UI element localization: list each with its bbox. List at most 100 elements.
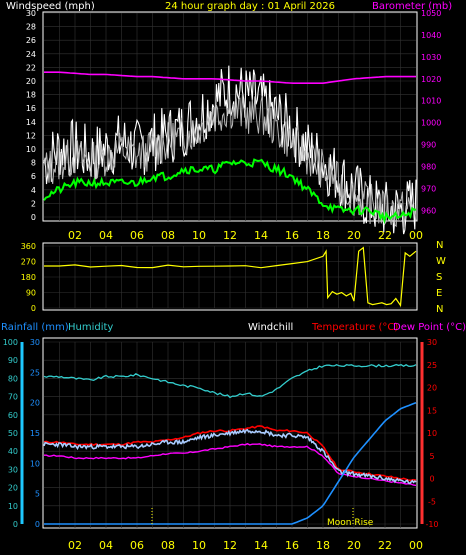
direction-tick-label: 360 xyxy=(21,242,36,251)
time-tick-label: 20 xyxy=(347,539,361,552)
direction-letter-n-top: N xyxy=(436,240,443,251)
barometer-axis-title: Barometer (mb) xyxy=(372,1,452,12)
rainfall-tick-label: 15 xyxy=(30,429,40,438)
wind-direction-line xyxy=(44,246,417,308)
wind-tick-label: 18 xyxy=(26,91,36,100)
time-tick-label: 06 xyxy=(130,539,144,552)
humidity-tick-label: 60 xyxy=(8,411,18,420)
barometer-tick-label: 970 xyxy=(421,184,436,193)
temperature-tick-label: 20 xyxy=(427,384,437,393)
barometer-tick-label: 990 xyxy=(421,141,436,150)
wind-tick-label: 26 xyxy=(26,36,36,45)
chart-title: 24 hour graph day : 01 April 2026 xyxy=(165,1,335,12)
wind-tick-label: 14 xyxy=(26,118,36,127)
humidity-tick-label: 20 xyxy=(8,484,18,493)
temperature-tick-label: 30 xyxy=(427,338,437,347)
time-tick-label: 14 xyxy=(254,229,268,242)
humidity-tick-label: 100 xyxy=(3,338,18,347)
humidity-tick-label: 50 xyxy=(8,429,18,438)
wind-tick-label: 20 xyxy=(26,77,36,86)
direction-tick-label: 270 xyxy=(21,258,36,267)
barometer-tick-label: 1020 xyxy=(421,75,441,84)
rainfall-tick-label: 30 xyxy=(30,338,40,347)
windchill-legend: Windchill xyxy=(248,322,293,333)
wind-tick-label: 4 xyxy=(31,186,36,195)
time-tick-label: 18 xyxy=(316,539,330,552)
humidity-line xyxy=(43,363,417,399)
temperature-line xyxy=(43,425,417,482)
time-tick-label: 04 xyxy=(99,229,113,242)
time-tick-label: 06 xyxy=(130,229,144,242)
humidity-axis-title: Humidity xyxy=(68,322,113,333)
temperature-tick-label: -5 xyxy=(428,497,436,506)
temperature-tick-label: 5 xyxy=(429,452,434,461)
temperature-tick-label: 10 xyxy=(427,429,437,438)
wind-tick-label: 30 xyxy=(26,9,36,18)
moon-rise-label: Moon Rise xyxy=(327,518,374,528)
direction-panel-frame xyxy=(42,242,418,311)
temperature-chart-layer: 0102030405060708090100051015202530-10-50… xyxy=(3,338,439,552)
rainfall-line xyxy=(44,401,417,525)
barometer-tick-label: 1040 xyxy=(421,31,441,40)
wind-tick-label: 2 xyxy=(31,199,36,208)
rainfall-tick-label: 25 xyxy=(30,368,40,377)
barometer-tick-label: 1000 xyxy=(421,119,441,128)
temperature-tick-label: 0 xyxy=(429,475,434,484)
windchill-line xyxy=(43,428,417,485)
rainfall-tick-label: 5 xyxy=(35,490,40,499)
rainfall-tick-label: 10 xyxy=(30,459,40,468)
time-tick-label: 18 xyxy=(316,229,330,242)
barometer-tick-label: 1030 xyxy=(421,53,441,62)
time-tick-label: 00 xyxy=(409,539,423,552)
time-tick-label: 14 xyxy=(254,539,268,552)
barometer-line xyxy=(44,71,416,84)
temperature-tick-label: -10 xyxy=(425,520,438,529)
wind-tick-label: 24 xyxy=(26,50,36,59)
wind-tick-label: 10 xyxy=(26,145,36,154)
direction-letter-e: E xyxy=(436,288,442,299)
direction-letter-w: W xyxy=(436,256,446,267)
time-tick-label: 10 xyxy=(192,539,206,552)
time-tick-label: 08 xyxy=(161,229,175,242)
wind-tick-label: 0 xyxy=(31,213,36,222)
time-tick-label: 04 xyxy=(99,539,113,552)
humidity-tick-label: 0 xyxy=(13,520,18,529)
barometer-tick-label: 1010 xyxy=(421,97,441,106)
time-tick-label: 22 xyxy=(378,539,392,552)
barometer-tick-label: 1050 xyxy=(421,9,441,18)
temperature-tick-label: 15 xyxy=(427,406,437,415)
humidity-tick-label: 90 xyxy=(8,356,18,365)
direction-tick-label: 180 xyxy=(21,273,36,282)
wind-tick-label: 28 xyxy=(26,23,36,32)
wind-tick-label: 6 xyxy=(31,172,36,181)
wind-tick-label: 16 xyxy=(26,104,36,113)
direction-letter-s: S xyxy=(436,272,442,283)
windspeed-lull-line xyxy=(43,158,417,225)
wind-tick-label: 8 xyxy=(31,159,36,168)
wind-tick-label: 12 xyxy=(26,131,36,140)
time-tick-label: 16 xyxy=(285,229,299,242)
barometer-tick-label: 960 xyxy=(421,206,436,215)
rainfall-tick-label: 20 xyxy=(30,399,40,408)
direction-tick-label: 0 xyxy=(31,304,36,313)
time-tick-label: 20 xyxy=(347,229,361,242)
time-tick-label: 12 xyxy=(223,539,237,552)
humidity-tick-label: 80 xyxy=(8,374,18,383)
humidity-tick-label: 10 xyxy=(8,502,18,511)
windspeed-axis-title: Windspeed (mph) xyxy=(6,1,95,12)
wind-chart-layer: 0246810121416182022242628309609709809901… xyxy=(26,9,442,242)
direction-letter-n-bottom: N xyxy=(436,304,443,315)
humidity-tick-label: 40 xyxy=(8,447,18,456)
time-tick-label: 22 xyxy=(378,229,392,242)
direction-tick-label: 90 xyxy=(26,289,36,298)
humidity-tick-label: 30 xyxy=(8,465,18,474)
temperature-tick-label: 25 xyxy=(427,361,437,370)
rainfall-axis-title: Rainfall (mm) xyxy=(1,322,69,333)
barometer-tick-label: 980 xyxy=(421,163,436,172)
time-tick-label: 12 xyxy=(223,229,237,242)
time-tick-label: 00 xyxy=(409,229,423,242)
direction-chart-layer: 0 90 180 270 360 xyxy=(21,242,417,313)
humidity-tick-label: 70 xyxy=(8,393,18,402)
wind-tick-label: 22 xyxy=(26,63,36,72)
